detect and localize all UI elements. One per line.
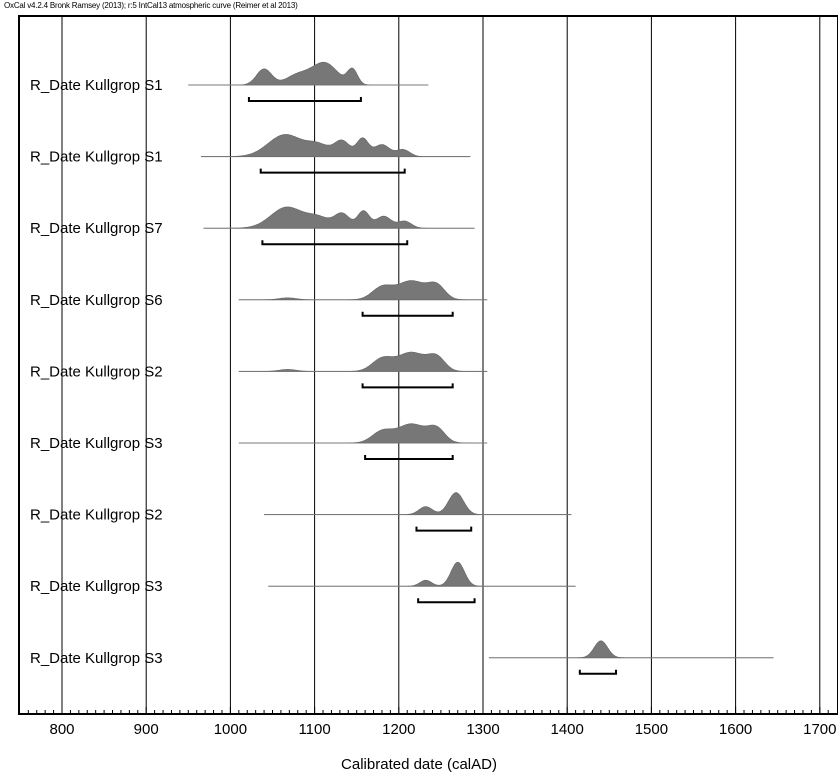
hpd-bracket [261, 240, 409, 246]
probability-distribution [238, 351, 488, 372]
x-tick-label-1400: 1400 [551, 721, 584, 738]
x-tick-label-1600: 1600 [719, 721, 752, 738]
x-tick-label-1700: 1700 [803, 721, 836, 738]
x-tick-label-1000: 1000 [214, 721, 247, 738]
hpd-bracket [361, 383, 454, 389]
hpd-bracket [247, 97, 362, 102]
hpd-bracket [415, 526, 473, 532]
hpd-bracket [417, 598, 476, 604]
hpd-bracket [361, 311, 454, 317]
probability-distribution [203, 206, 475, 229]
series-label: R_Date Kullgrop S2 [30, 363, 163, 380]
series-label: R_Date Kullgrop S3 [30, 578, 163, 595]
chart-header: OxCal v4.2.4 Bronk Ramsey (2013); r:5 In… [4, 1, 298, 10]
x-tick-label-1200: 1200 [382, 721, 415, 738]
probability-distribution [238, 423, 488, 444]
x-axis-label: Calibrated date (calAD) [341, 756, 497, 773]
hpd-bracket [578, 669, 618, 675]
probability-distribution [268, 561, 576, 587]
probability-distribution [488, 640, 774, 659]
series-label: R_Date Kullgrop S2 [30, 507, 163, 524]
hpd-bracket [364, 455, 454, 460]
probability-distribution [200, 134, 471, 157]
probability-distribution [264, 492, 572, 515]
series-label: R_Date Kullgrop S1 [30, 77, 163, 94]
x-tick-label-1500: 1500 [635, 721, 668, 738]
series-label: R_Date Kullgrop S6 [30, 292, 163, 309]
probability-distribution [238, 280, 488, 301]
series-label: R_Date Kullgrop S7 [30, 220, 163, 237]
x-tick-label-800: 800 [49, 721, 74, 738]
series-label: R_Date Kullgrop S3 [30, 650, 163, 667]
x-tick-label-900: 900 [134, 721, 159, 738]
series-label: R_Date Kullgrop S1 [30, 149, 163, 166]
series-label: R_Date Kullgrop S3 [30, 435, 163, 452]
x-tick-label-1300: 1300 [466, 721, 499, 738]
x-tick-label-1100: 1100 [298, 721, 330, 738]
hpd-bracket [259, 168, 406, 174]
probability-distribution [188, 61, 429, 86]
